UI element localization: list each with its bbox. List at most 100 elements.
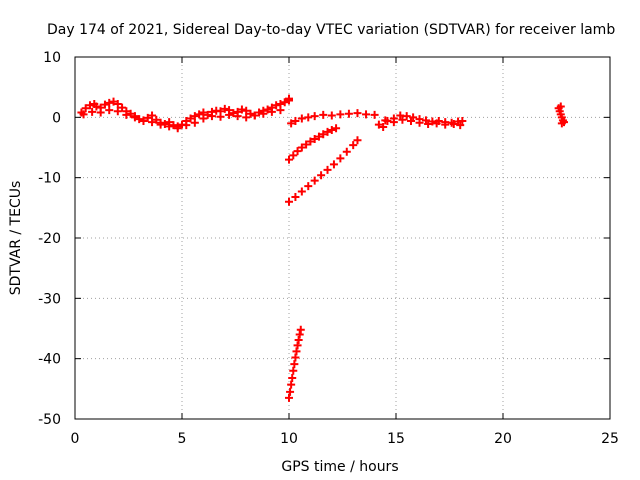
data-point [105, 106, 114, 115]
y-tick-label: -10 [38, 171, 61, 187]
chart-title: Day 174 of 2021, Sidereal Day-to-day VTE… [47, 22, 615, 38]
data-point [291, 353, 300, 362]
data-point [304, 182, 313, 191]
data-point [100, 100, 109, 109]
data-point [291, 116, 300, 125]
data-point [199, 114, 208, 123]
data-point [336, 110, 345, 119]
data-point [263, 105, 272, 114]
data-point [216, 112, 225, 121]
data-point [130, 113, 139, 122]
data-point [398, 115, 407, 124]
data-point [186, 114, 195, 123]
data-point [143, 113, 152, 122]
data-point [293, 147, 302, 156]
x-tick-label: 15 [387, 431, 405, 447]
data-point [190, 118, 199, 127]
data-point [323, 127, 332, 136]
y-tick-label: -40 [38, 352, 61, 368]
data-point [229, 109, 238, 118]
data-point [306, 137, 315, 146]
data-point [449, 119, 458, 128]
data-point [287, 119, 296, 128]
data-point [292, 347, 301, 356]
data-point [302, 140, 311, 149]
x-tick-label: 10 [280, 431, 298, 447]
data-point [319, 110, 328, 119]
data-point [379, 122, 388, 131]
y-tick-label: -30 [38, 291, 61, 307]
data-point [288, 373, 297, 382]
data-point [294, 335, 303, 344]
data-point [113, 107, 122, 116]
data-point [148, 118, 157, 127]
plot-frame [74, 56, 611, 420]
data-point [195, 110, 204, 119]
data-point [291, 192, 300, 201]
data-point [332, 124, 341, 133]
data-point [237, 105, 246, 114]
data-point [290, 360, 299, 369]
data-point [165, 122, 174, 131]
data-point [126, 109, 135, 118]
data-point [458, 116, 467, 125]
data-point [113, 100, 122, 109]
data-point [349, 141, 358, 150]
data-point [297, 114, 306, 123]
data-point [327, 111, 336, 120]
data-point [259, 109, 268, 118]
data-point [289, 366, 298, 375]
data-point [276, 106, 285, 115]
x-tick-label: 0 [71, 431, 80, 447]
data-point [314, 132, 323, 141]
data-point [88, 107, 97, 116]
data-point [456, 121, 465, 130]
data-point [297, 187, 306, 196]
y-tick-label: 10 [43, 50, 61, 66]
data-point [118, 103, 127, 112]
data-point [353, 136, 362, 145]
data-point [169, 121, 178, 130]
data-point [182, 121, 191, 130]
data-point [319, 130, 328, 139]
series-late [554, 102, 568, 128]
data-point [272, 101, 281, 110]
data-point [310, 135, 319, 144]
data-point [304, 113, 313, 122]
data-point [246, 109, 255, 118]
data-point [96, 108, 105, 117]
data-points [77, 94, 568, 402]
y-tick-label: -50 [38, 412, 61, 428]
data-point [342, 147, 351, 156]
data-point [152, 115, 161, 124]
axis-ticks: 0 5 10 15 20 25 10 0 -10 -20 -30 -40 -50 [38, 50, 619, 447]
data-point [285, 197, 293, 206]
data-point [317, 171, 326, 180]
data-point [327, 126, 336, 135]
data-point [381, 116, 390, 125]
data-point [432, 119, 441, 128]
grid-lines [75, 57, 610, 419]
data-point [285, 94, 293, 103]
data-point [220, 104, 229, 113]
x-tick-label: 20 [494, 431, 512, 447]
series-track-b [285, 136, 362, 206]
data-point [285, 393, 293, 402]
data-point [207, 112, 216, 121]
series-baseline-0-10h-lower-band [79, 106, 285, 133]
data-point [242, 113, 251, 122]
data-point [402, 112, 411, 121]
data-point [289, 151, 298, 160]
data-point [406, 116, 415, 125]
data-point [424, 119, 433, 128]
x-axis-label: GPS time / hours [281, 459, 398, 475]
y-axis-label: SDTVAR / TECUs [8, 181, 24, 296]
series-baseline-14-18h-lower-band [381, 115, 465, 130]
data-point [255, 108, 264, 117]
data-point [79, 110, 88, 119]
data-point [280, 98, 289, 107]
data-point [250, 111, 259, 120]
data-point [556, 102, 565, 111]
data-point [81, 104, 90, 113]
